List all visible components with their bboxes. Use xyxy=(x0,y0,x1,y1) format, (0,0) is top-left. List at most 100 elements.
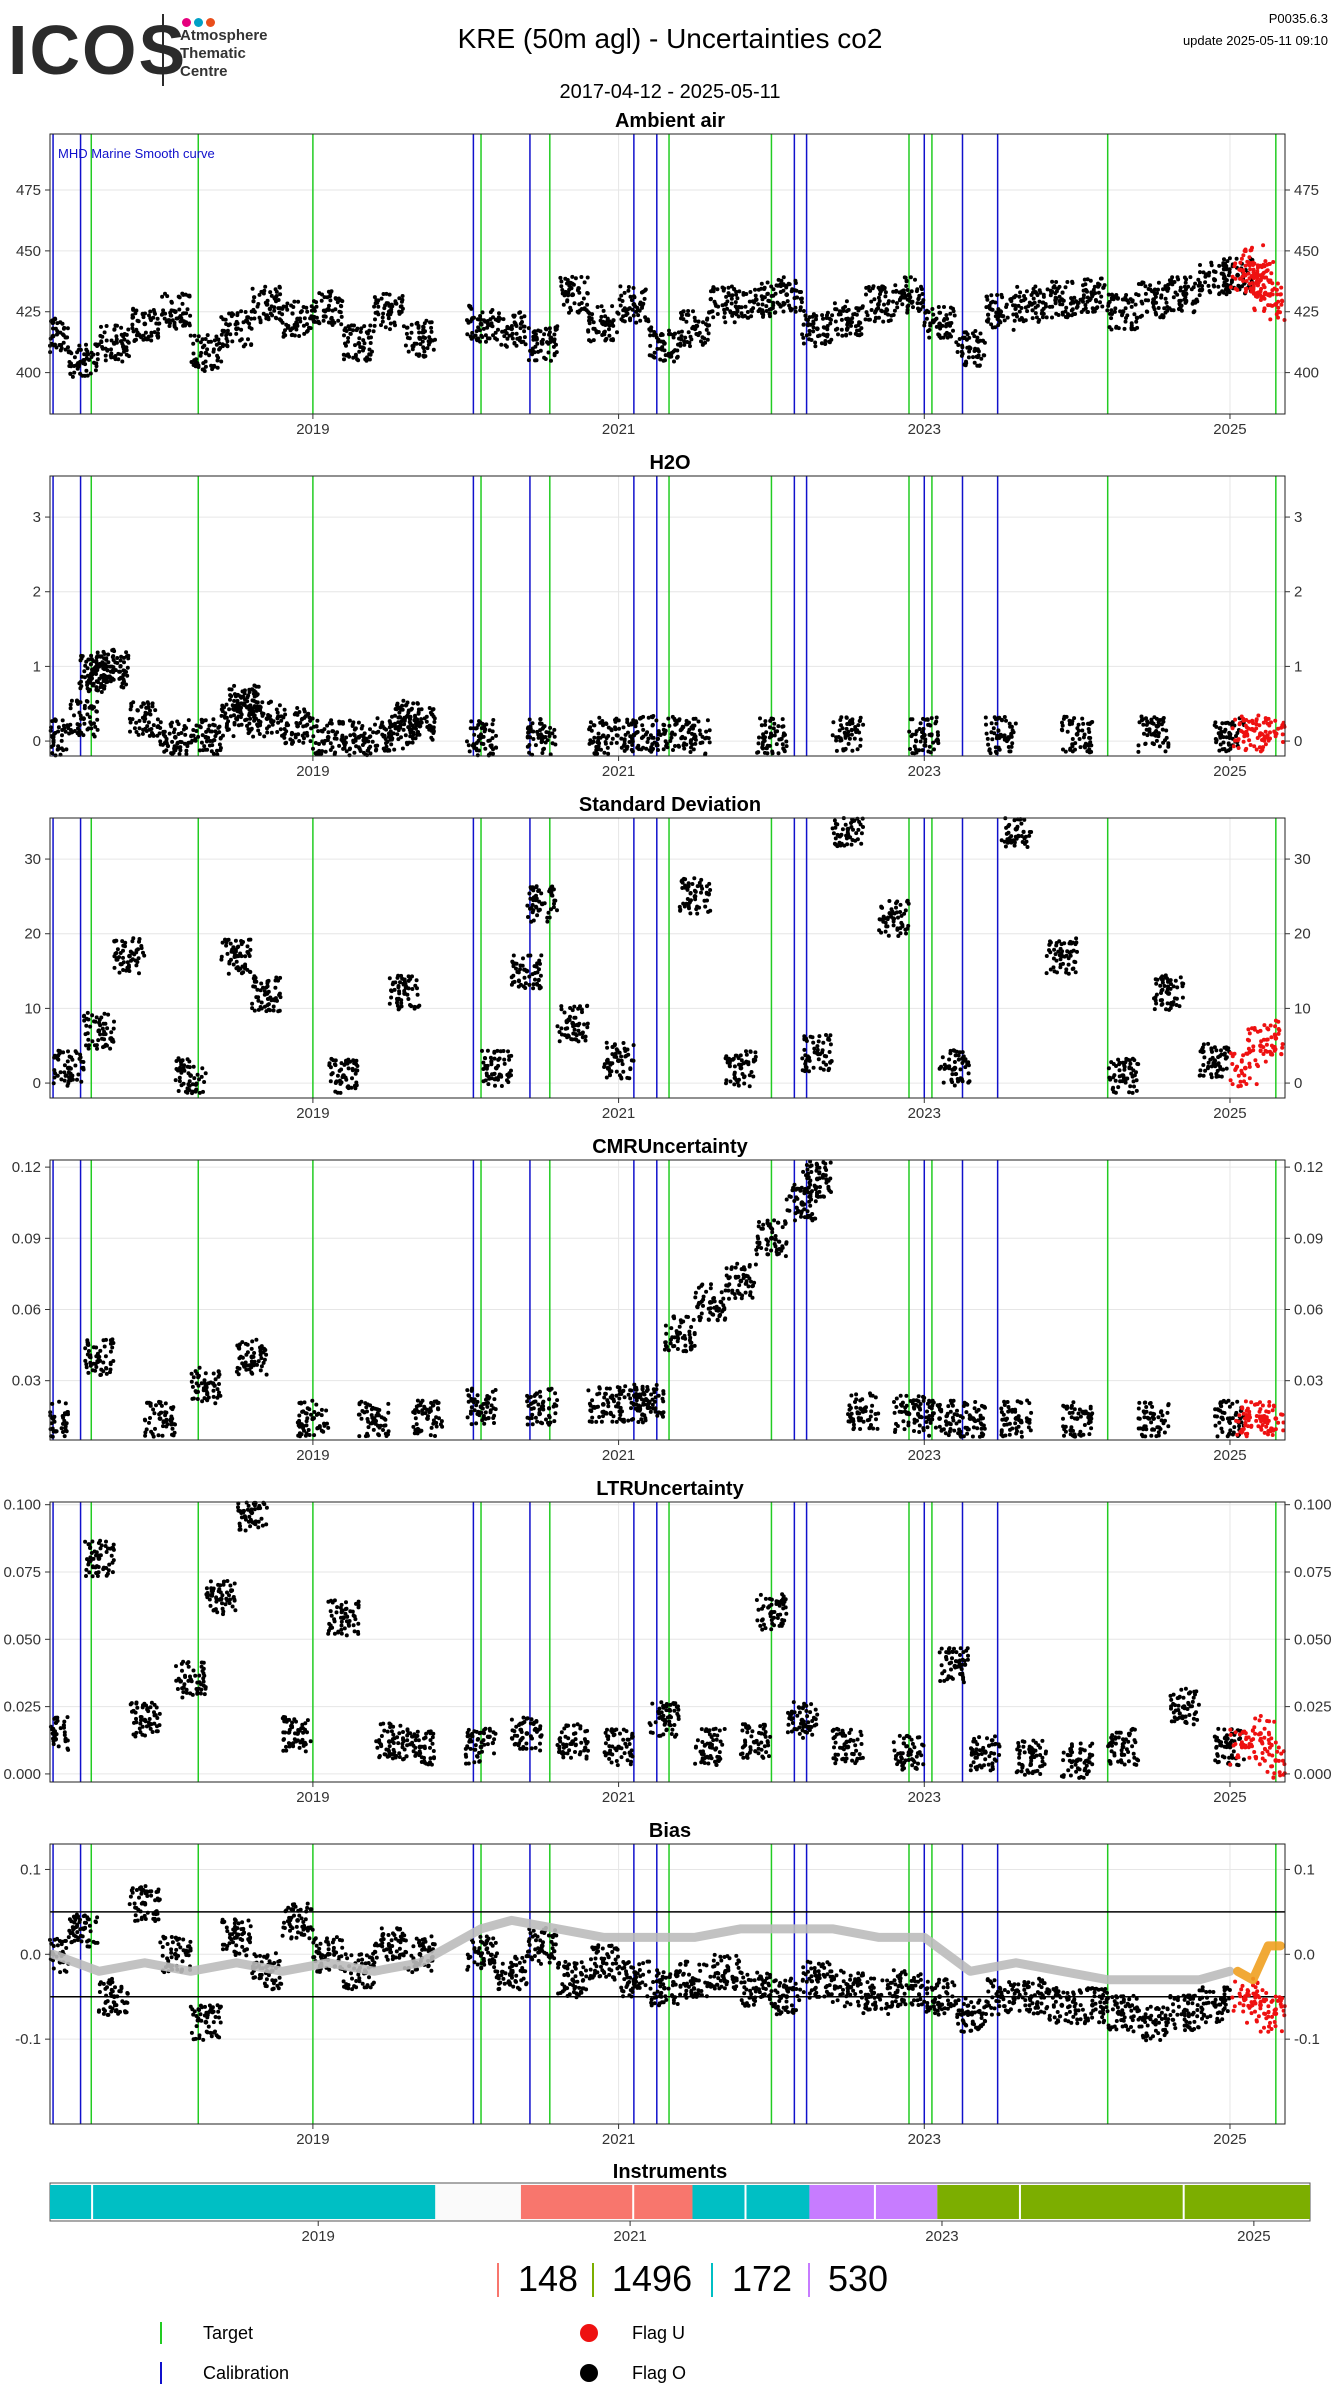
data-point xyxy=(205,747,210,752)
data-point xyxy=(311,319,316,324)
data-point xyxy=(951,328,955,333)
data-point xyxy=(605,316,610,321)
data-point xyxy=(81,1014,86,1019)
data-point xyxy=(934,719,939,724)
data-point xyxy=(671,332,675,337)
data-point xyxy=(1167,278,1172,283)
data-point xyxy=(408,714,413,719)
data-point xyxy=(1163,749,1168,754)
data-point xyxy=(1175,275,1180,280)
data-point xyxy=(409,322,414,327)
data-point xyxy=(1083,745,1087,750)
data-point xyxy=(193,737,198,741)
data-point xyxy=(547,326,552,331)
data-point xyxy=(902,291,907,296)
data-point xyxy=(788,308,793,313)
data-point xyxy=(779,278,784,283)
data-point xyxy=(205,333,210,338)
data-point xyxy=(114,951,119,955)
data-point xyxy=(181,311,185,316)
data-point xyxy=(386,316,391,321)
data-point xyxy=(1075,726,1080,731)
data-point xyxy=(937,310,942,315)
data-point xyxy=(1045,287,1050,292)
data-point xyxy=(497,1056,502,1061)
data-point xyxy=(189,734,194,739)
data-point xyxy=(357,349,362,354)
data-point xyxy=(408,1003,412,1007)
data-point xyxy=(666,353,671,358)
data-point xyxy=(848,331,853,336)
data-point xyxy=(167,731,172,736)
data-point xyxy=(748,290,753,294)
data-point xyxy=(681,309,686,314)
data-point xyxy=(1009,299,1014,304)
data-point xyxy=(58,320,63,325)
logo-line-1: Atmosphere xyxy=(180,27,268,44)
data-point xyxy=(1276,726,1281,731)
data-point xyxy=(710,309,715,314)
data-point xyxy=(1011,730,1016,735)
data-point xyxy=(1236,737,1241,742)
data-point xyxy=(1273,731,1279,736)
data-point xyxy=(989,293,994,298)
data-point xyxy=(82,1018,87,1023)
flag-o-series xyxy=(48,256,1255,379)
data-point xyxy=(1123,297,1127,302)
data-point xyxy=(1060,723,1065,728)
data-point xyxy=(644,746,649,751)
data-point xyxy=(194,357,199,362)
data-point xyxy=(531,982,536,987)
data-point xyxy=(1245,732,1250,737)
data-point xyxy=(1085,277,1090,282)
data-point xyxy=(170,739,175,744)
data-point xyxy=(108,1046,113,1051)
data-point xyxy=(1242,272,1248,278)
data-point xyxy=(721,288,726,293)
data-point xyxy=(361,735,366,739)
data-point xyxy=(184,752,189,756)
data-point xyxy=(251,691,256,696)
data-point xyxy=(296,299,301,304)
data-point xyxy=(380,720,385,725)
data-point xyxy=(119,325,124,330)
data-point xyxy=(604,736,609,741)
data-point xyxy=(775,729,780,734)
data-point xyxy=(626,285,631,289)
data-point xyxy=(264,985,269,990)
data-point xyxy=(864,292,868,297)
data-point xyxy=(59,346,64,351)
data-point xyxy=(201,748,205,753)
data-point xyxy=(1085,299,1090,304)
data-point xyxy=(81,358,86,363)
data-point xyxy=(685,897,690,901)
data-point xyxy=(1009,724,1014,729)
data-point xyxy=(845,322,850,327)
data-point xyxy=(892,308,897,313)
data-point xyxy=(1153,292,1157,297)
data-point xyxy=(1041,294,1046,299)
data-point xyxy=(552,901,556,906)
data-point xyxy=(781,282,786,287)
data-point xyxy=(607,1069,612,1074)
data-point xyxy=(376,304,381,309)
data-point xyxy=(60,718,65,723)
data-point xyxy=(362,731,367,736)
data-point xyxy=(272,305,277,310)
data-point xyxy=(734,312,739,317)
data-point xyxy=(765,743,770,748)
data-point xyxy=(326,289,331,294)
data-point xyxy=(549,885,554,890)
data-point xyxy=(131,936,136,941)
data-point xyxy=(851,312,856,317)
data-point xyxy=(829,317,833,322)
data-point xyxy=(191,351,196,356)
data-point xyxy=(1246,262,1251,267)
data-point xyxy=(505,1078,509,1083)
data-point xyxy=(198,725,203,730)
data-point xyxy=(1198,270,1202,275)
data-point xyxy=(1273,718,1278,723)
data-point xyxy=(635,745,640,750)
data-point xyxy=(1262,264,1267,269)
data-point xyxy=(137,971,141,976)
